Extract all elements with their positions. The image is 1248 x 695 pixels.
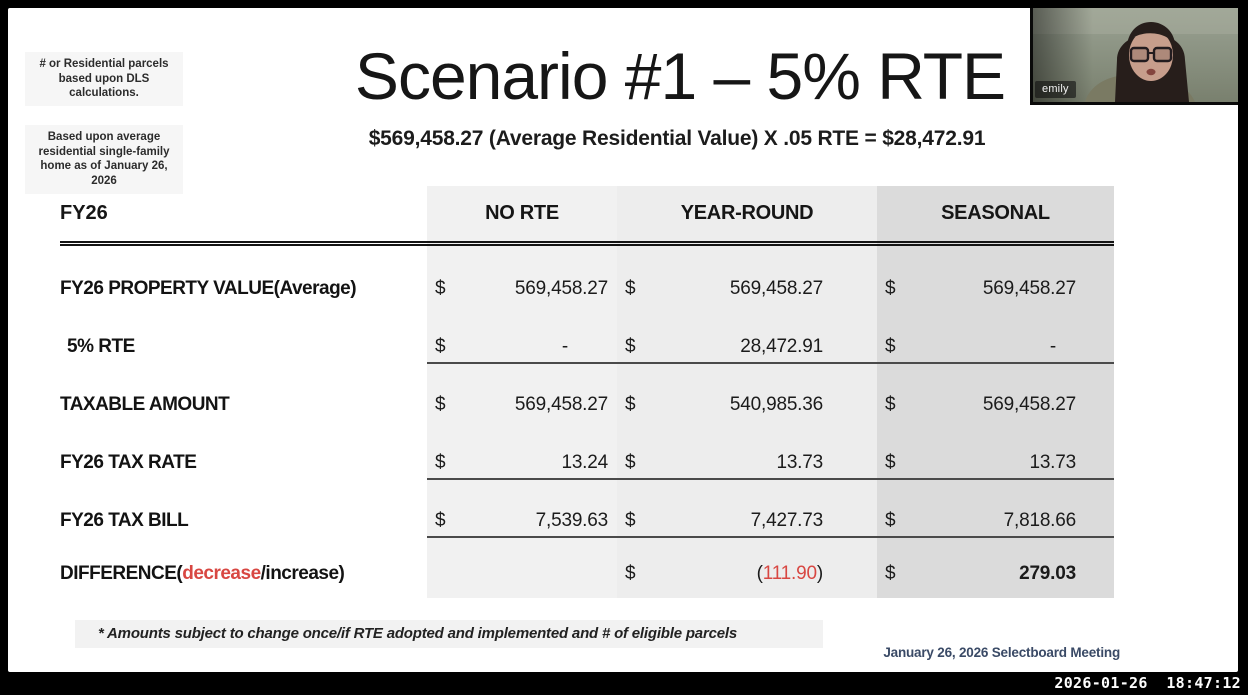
table-cell: $540,985.36 xyxy=(625,394,823,415)
column-band-no-rte xyxy=(427,186,617,598)
currency-symbol: $ xyxy=(885,510,896,531)
table-cell: $7,427.73 xyxy=(617,492,877,550)
table-spacer-row xyxy=(60,246,1114,260)
row-label: FY26 PROPERTY VALUE(Average) xyxy=(60,278,357,299)
column-band-seasonal xyxy=(877,186,1114,598)
currency-symbol: $ xyxy=(885,563,896,584)
currency-symbol: $ xyxy=(435,336,446,357)
currency-symbol: $ xyxy=(625,563,636,584)
column-header-seasonal: SEASONAL xyxy=(941,202,1050,224)
table-row: 5% RTE $ - $28,472.91 $ - xyxy=(60,318,1114,376)
shared-slide: # or Residential parcels based upon DLS … xyxy=(8,8,1238,672)
corner-label-fy26: FY26 xyxy=(60,202,108,224)
currency-symbol: $ xyxy=(435,394,446,415)
table-row: DIFFERENCE(decrease/increase) $ (111.90) … xyxy=(60,550,1114,598)
row-label: 5% RTE xyxy=(67,336,135,357)
column-header-year-round: YEAR-ROUND xyxy=(680,202,814,224)
table-cell: $569,458.27 xyxy=(435,278,608,299)
currency-symbol: $ xyxy=(625,278,636,299)
table-cell: $28,472.91 xyxy=(617,318,877,376)
slide-title: Scenario #1 – 5% RTE xyxy=(354,39,1006,113)
table-cell-empty xyxy=(427,550,617,598)
column-band-year-round xyxy=(617,186,877,598)
slide-subtitle: $569,458.27 (Average Residential Value) … xyxy=(368,127,986,150)
table-cell: $ - xyxy=(427,318,617,376)
column-header-no-rte: NO RTE xyxy=(485,202,559,224)
currency-symbol: $ xyxy=(885,452,896,473)
currency-symbol: $ xyxy=(625,510,636,531)
table-header-row: FY26 NO RTE YEAR-ROUND SEASONAL xyxy=(60,186,1114,246)
table-cell: $569,458.27 xyxy=(625,278,823,299)
table-cell: $7,818.66 xyxy=(877,492,1114,550)
currency-symbol: $ xyxy=(435,452,446,473)
note-box-average-home: Based upon average residential single-fa… xyxy=(25,125,183,194)
currency-symbol: $ xyxy=(435,278,446,299)
currency-symbol: $ xyxy=(885,336,896,357)
row-label: FY26 TAX BILL xyxy=(60,510,189,531)
table-cell: $13.73 xyxy=(877,434,1114,492)
table-cell: $279.03 xyxy=(885,563,1076,584)
recording-timestamp: 2026-01-26 18:47:12 xyxy=(1054,674,1241,692)
row-label: TAXABLE AMOUNT xyxy=(60,394,230,415)
table-cell: $569,458.27 xyxy=(885,278,1076,299)
table-cell: $7,539.63 xyxy=(427,492,617,550)
participant-video-tile[interactable]: emily xyxy=(1030,8,1238,105)
currency-symbol: $ xyxy=(625,394,636,415)
currency-symbol: $ xyxy=(885,278,896,299)
row-label-difference: DIFFERENCE(decrease/increase) xyxy=(60,563,345,584)
currency-symbol: $ xyxy=(885,394,896,415)
table-cell: $569,458.27 xyxy=(435,394,608,415)
tax-scenario-table: FY26 NO RTE YEAR-ROUND SEASONAL FY26 PRO… xyxy=(60,186,1114,598)
table-cell: $13.73 xyxy=(617,434,877,492)
currency-symbol: $ xyxy=(625,452,636,473)
table-cell: $13.24 xyxy=(427,434,617,492)
table-cell: $ (111.90) xyxy=(625,563,823,584)
table-cell: $569,458.27 xyxy=(885,394,1076,415)
table-row: TAXABLE AMOUNT $569,458.27 $540,985.36 $… xyxy=(60,376,1114,434)
slide-footnote: * Amounts subject to change once/if RTE … xyxy=(75,620,823,648)
table-cell: $ - xyxy=(877,318,1114,376)
participant-name-badge: emily xyxy=(1035,81,1076,98)
currency-symbol: $ xyxy=(625,336,636,357)
note-box-parcels: # or Residential parcels based upon DLS … xyxy=(25,52,183,107)
slide-footer-credit: January 26, 2026 Selectboard Meeting xyxy=(883,645,1120,660)
table-row: FY26 TAX BILL $7,539.63 $7,427.73 $7,818… xyxy=(60,492,1114,550)
row-label: FY26 TAX RATE xyxy=(60,452,197,473)
table-row: FY26 PROPERTY VALUE(Average) $569,458.27… xyxy=(60,260,1114,318)
currency-symbol: $ xyxy=(435,510,446,531)
table-row: FY26 TAX RATE $13.24 $13.73 $13.73 xyxy=(60,434,1114,492)
